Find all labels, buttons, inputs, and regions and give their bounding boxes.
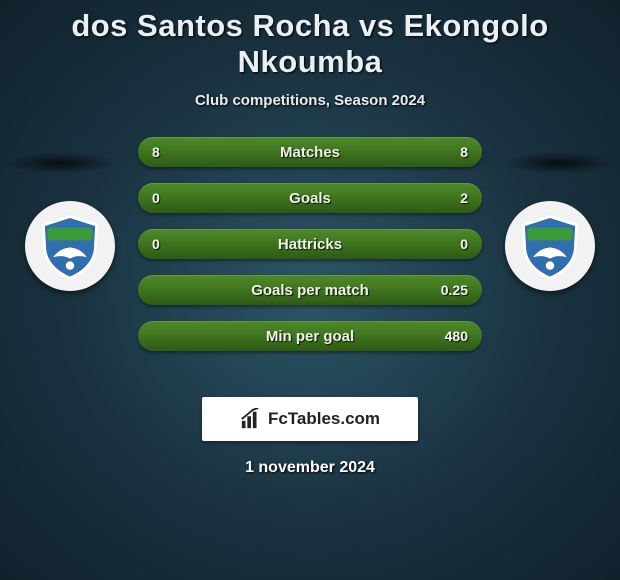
stat-label: Hattricks xyxy=(278,236,342,253)
stat-row-min-per-goal: Min per goal 480 xyxy=(138,321,482,351)
bar-chart-icon xyxy=(240,408,262,430)
stat-right-value: 2 xyxy=(460,190,468,206)
stat-right-value: 480 xyxy=(445,328,468,344)
stat-row-matches: 8 Matches 8 xyxy=(138,137,482,167)
club-badge-right xyxy=(505,201,595,291)
comparison-arena: 8 Matches 8 0 Goals 2 0 Hattricks 0 Goal… xyxy=(0,137,620,377)
stat-row-hattricks: 0 Hattricks 0 xyxy=(138,229,482,259)
brand-box[interactable]: FcTables.com xyxy=(202,397,418,441)
shield-icon xyxy=(515,211,585,281)
player-shadow-left xyxy=(6,152,116,174)
stat-right-value: 0.25 xyxy=(441,282,468,298)
club-badge-left xyxy=(25,201,115,291)
shield-icon xyxy=(35,211,105,281)
brand-label: FcTables.com xyxy=(268,409,380,429)
stat-label: Min per goal xyxy=(266,328,354,345)
stat-left-value: 8 xyxy=(152,144,160,160)
stat-left-value: 0 xyxy=(152,190,160,206)
stat-row-goals: 0 Goals 2 xyxy=(138,183,482,213)
page-title: dos Santos Rocha vs Ekongolo Nkoumba xyxy=(0,0,620,80)
stat-label: Goals per match xyxy=(251,282,369,299)
stat-right-value: 8 xyxy=(460,144,468,160)
player-shadow-right xyxy=(504,152,614,174)
stat-right-value: 0 xyxy=(460,236,468,252)
stat-left-value: 0 xyxy=(152,236,160,252)
stat-row-goals-per-match: Goals per match 0.25 xyxy=(138,275,482,305)
snapshot-date: 1 november 2024 xyxy=(0,459,620,477)
stat-rows: 8 Matches 8 0 Goals 2 0 Hattricks 0 Goal… xyxy=(138,137,482,367)
stat-label: Goals xyxy=(289,190,331,207)
stat-label: Matches xyxy=(280,144,340,161)
page-subtitle: Club competitions, Season 2024 xyxy=(0,92,620,109)
